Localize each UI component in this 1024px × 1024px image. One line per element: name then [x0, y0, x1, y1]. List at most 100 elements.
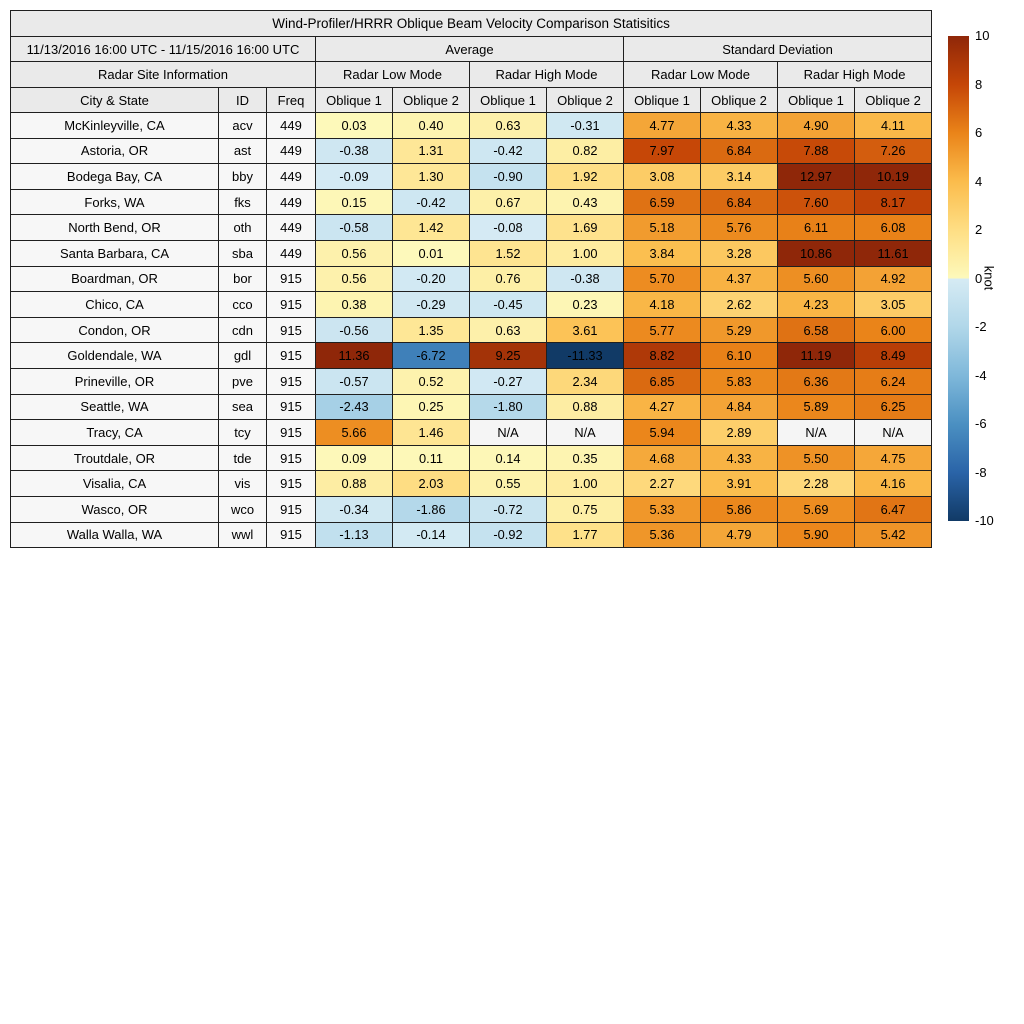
value-cell: 5.76	[700, 214, 778, 241]
col-header-freq: Freq	[266, 87, 316, 113]
table-row: Boardman, OR bor 915 0.56 -0.20 0.76 -0.38 5.70…	[10, 265, 933, 293]
value-cell: -0.20	[392, 265, 470, 293]
value-cell: 2.03	[392, 470, 470, 497]
city-cell: Santa Barbara, CA	[10, 239, 219, 267]
value-cell: 5.29	[700, 316, 778, 344]
value-cell: 8.82	[623, 342, 701, 369]
table-row: Tracy, CA tcy 915 5.66 1.46 N/A N/A 5.94 2.89 N/A…	[10, 419, 933, 446]
table-row: Visalia, CA vis 915 0.88 2.03 0.55 1.00 2.27 3.9…	[10, 470, 933, 497]
value-cell: 1.46	[392, 419, 470, 446]
value-cell: 3.91	[700, 470, 778, 497]
value-cell: -0.56	[315, 316, 393, 344]
value-cell: 0.38	[315, 291, 393, 318]
colorbar: 10 8 6 4 2 0 -2 -4 -6 -8 -10 knot	[948, 28, 1024, 528]
table-row: Prineville, OR pve 915 -0.57 0.52 -0.27 2.34 6.…	[10, 367, 933, 395]
site-id-cell: tcy	[218, 419, 267, 446]
value-cell: 1.31	[392, 137, 470, 165]
col-header-std-low-oblique2: Oblique 2	[700, 87, 778, 113]
value-cell: 4.68	[623, 444, 701, 472]
value-cell: 6.85	[623, 367, 701, 395]
value-cell: 2.28	[777, 470, 855, 497]
value-cell: 3.84	[623, 239, 701, 267]
city-cell: Visalia, CA	[10, 470, 219, 497]
value-cell: 0.25	[392, 393, 470, 421]
colorbar-tick-label: 6	[975, 125, 983, 140]
site-id-cell: tde	[218, 444, 267, 472]
city-cell: Prineville, OR	[10, 367, 219, 395]
value-cell: 2.89	[700, 419, 778, 446]
value-cell: 6.11	[777, 214, 855, 241]
value-cell: -0.27	[469, 367, 547, 395]
value-cell: 6.10	[700, 342, 778, 369]
value-cell: -0.42	[469, 137, 547, 165]
value-cell: 3.08	[623, 163, 701, 190]
value-cell: 0.11	[392, 444, 470, 472]
value-cell: 8.49	[853, 342, 933, 369]
table-title: Wind-Profiler/HRRR Oblique Beam Velocity…	[9, 10, 933, 37]
freq-cell: 915	[266, 495, 316, 523]
value-cell: 1.35	[392, 316, 470, 344]
value-cell: 0.75	[546, 495, 624, 523]
value-cell: N/A	[853, 419, 933, 446]
value-cell: 5.86	[700, 495, 778, 523]
site-id-cell: cdn	[218, 316, 267, 344]
group-header-standard-deviation: Standard Deviation	[622, 36, 933, 62]
value-cell: 5.94	[623, 419, 701, 446]
group-header-average: Average	[315, 36, 624, 62]
colorbar-tick-label: 2	[975, 222, 983, 237]
value-cell: -0.31	[546, 112, 624, 139]
freq-cell: 449	[266, 163, 316, 190]
value-cell: 11.61	[853, 239, 933, 267]
value-cell: 4.75	[853, 444, 933, 472]
value-cell: 6.36	[777, 367, 855, 395]
value-cell: -0.57	[315, 367, 393, 395]
table-row: Troutdale, OR tde 915 0.09 0.11 0.14 0.35 4.68 4…	[10, 444, 933, 472]
value-cell: 5.36	[623, 521, 701, 549]
city-cell: North Bend, OR	[10, 214, 219, 241]
value-cell: 2.27	[623, 470, 701, 497]
colorbar-tick-label: 10	[975, 28, 990, 43]
value-cell: 0.88	[315, 470, 393, 497]
table-row: McKinleyville, CA acv 449 0.03 0.40 0.63 -0.31…	[10, 112, 933, 139]
freq-cell: 915	[266, 444, 316, 472]
col-header-avg-high-oblique2: Oblique 2	[546, 87, 624, 113]
colorbar-tick-label: -8	[975, 464, 987, 480]
site-id-cell: wco	[218, 495, 267, 523]
freq-cell: 449	[266, 137, 316, 165]
value-cell: -0.58	[315, 214, 393, 241]
value-cell: 8.17	[853, 188, 933, 216]
site-id-cell: wwl	[218, 521, 267, 549]
value-cell: -11.33	[546, 342, 624, 369]
col-header-std-low-oblique1: Oblique 1	[623, 87, 701, 113]
value-cell: N/A	[546, 419, 624, 446]
city-cell: Boardman, OR	[10, 265, 219, 293]
freq-cell: 915	[266, 265, 316, 293]
col-header-avg-low-oblique1: Oblique 1	[315, 87, 393, 113]
value-cell: 5.33	[623, 495, 701, 523]
value-cell: 5.66	[315, 419, 393, 446]
table-row: Walla Walla, WA wwl 915 -1.13 -0.14 -0.92 1.77…	[10, 521, 933, 549]
value-cell: -2.43	[315, 393, 393, 421]
value-cell: 6.84	[700, 137, 778, 165]
value-cell: 6.58	[777, 316, 855, 344]
site-id-cell: fks	[218, 188, 267, 216]
table-body: McKinleyville, CA acv 449 0.03 0.40 0.63 -0.31…	[10, 112, 933, 549]
value-cell: 4.77	[623, 112, 701, 139]
table-row: Santa Barbara, CA sba 449 0.56 0.01 1.52 1.00 3…	[10, 239, 933, 267]
table-row: North Bend, OR oth 449 -0.58 1.42 -0.08 1.69 5.…	[10, 214, 933, 241]
freq-cell: 915	[266, 470, 316, 497]
value-cell: 0.63	[469, 112, 547, 139]
value-cell: 7.60	[777, 188, 855, 216]
city-cell: Forks, WA	[10, 188, 219, 216]
value-cell: 0.56	[315, 239, 393, 267]
value-cell: 1.00	[546, 470, 624, 497]
value-cell: 4.33	[700, 444, 778, 472]
value-cell: 4.16	[853, 470, 933, 497]
value-cell: 4.90	[777, 112, 855, 139]
colorbar-tick-label: -6	[975, 416, 987, 431]
freq-cell: 915	[266, 393, 316, 421]
freq-cell: 915	[266, 419, 316, 446]
value-cell: -1.86	[392, 495, 470, 523]
value-cell: 5.60	[777, 265, 855, 293]
value-cell: -0.34	[315, 495, 393, 523]
